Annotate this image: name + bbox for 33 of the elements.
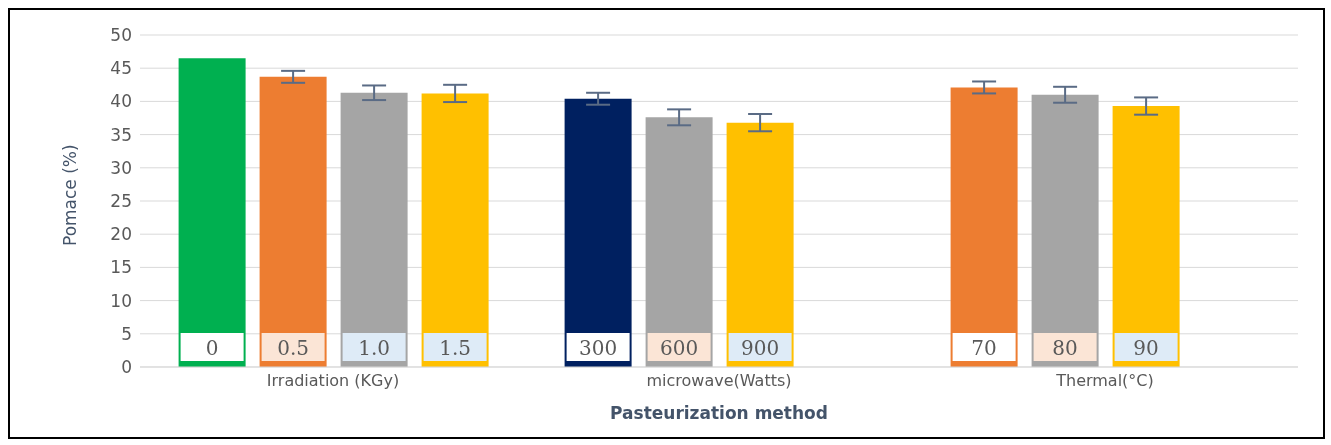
y-tick-label: 0: [121, 357, 132, 378]
x-axis-title: Pasteurization method: [610, 403, 828, 423]
annotation: 0.5: [277, 336, 310, 360]
annotation: 0: [205, 336, 219, 360]
annotation: 900: [741, 336, 780, 360]
annotation: 90: [1133, 336, 1159, 360]
y-tick-label: 10: [110, 290, 132, 311]
bar: [645, 117, 713, 367]
y-tick-label: 5: [121, 323, 132, 344]
y-tick-label: 40: [110, 91, 132, 112]
bar: [1112, 106, 1180, 367]
x-tick-label: Thermal(°C): [1055, 371, 1154, 391]
y-tick-label: 15: [110, 257, 132, 278]
annotation: 70: [971, 336, 997, 360]
bar: [178, 58, 246, 367]
bar: [1031, 94, 1099, 367]
annotation: 1.0: [358, 336, 391, 360]
y-axis-title: Pomace (%): [60, 144, 81, 246]
x-tick-label: microwave(Watts): [646, 371, 792, 391]
y-tick-label: 50: [110, 25, 132, 46]
annotation: 600: [660, 336, 699, 360]
y-tick-label: 45: [110, 58, 132, 79]
annotation: 1.5: [439, 336, 472, 360]
x-tick-label: Irradiation (KGy): [266, 371, 400, 391]
annotation: 80: [1052, 336, 1078, 360]
bar: [950, 87, 1018, 367]
annotation: 300: [579, 336, 618, 360]
y-tick-label: 35: [110, 124, 132, 145]
y-tick-label: 30: [110, 157, 132, 178]
bar: [421, 93, 489, 367]
y-tick-label: 25: [110, 191, 132, 212]
bar: [564, 98, 632, 367]
y-tick-label: 20: [110, 224, 132, 245]
